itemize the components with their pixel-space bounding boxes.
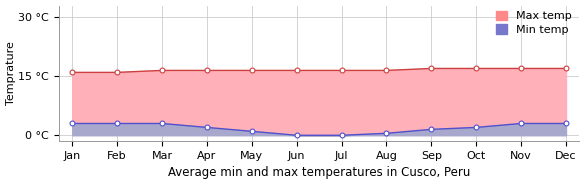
Y-axis label: Temprature: Temprature xyxy=(5,41,16,105)
Legend: Max temp, Min temp: Max temp, Min temp xyxy=(494,8,574,37)
X-axis label: Average min and max temperatures in Cusco, Peru: Average min and max temperatures in Cusc… xyxy=(168,166,470,179)
